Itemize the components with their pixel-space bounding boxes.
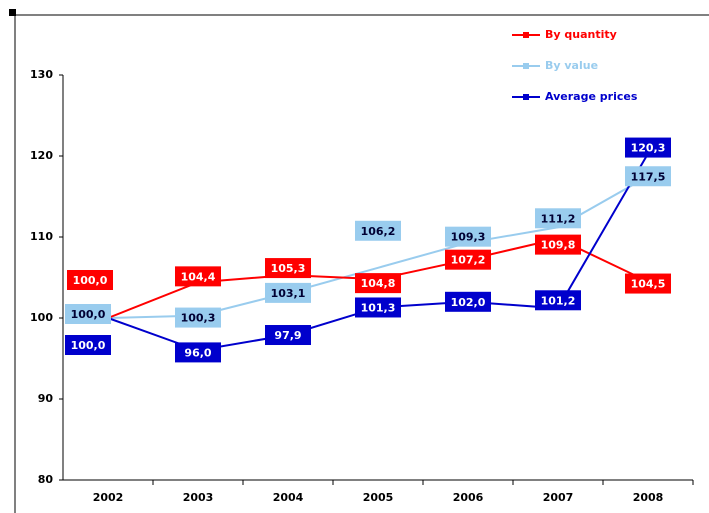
x-tick-label: 2006	[453, 491, 484, 504]
data-label: 104,4	[181, 270, 216, 283]
y-tick-label: 110	[30, 230, 53, 243]
data-label: 120,3	[631, 142, 666, 155]
data-label: 103,1	[271, 287, 306, 300]
data-label-box	[355, 273, 401, 294]
data-label: 109,3	[451, 231, 486, 244]
y-tick-label: 130	[30, 68, 53, 81]
data-label-box	[625, 273, 671, 294]
y-tick-label: 100	[30, 311, 53, 324]
x-tick-label: 2008	[633, 491, 664, 504]
data-label: 100,3	[181, 312, 216, 325]
legend-marker	[523, 94, 529, 100]
data-label-box	[625, 166, 671, 187]
data-label-box	[175, 266, 221, 287]
data-label-box	[355, 297, 401, 318]
data-label-box	[65, 335, 111, 355]
data-label-box	[355, 220, 401, 241]
data-label-box	[175, 342, 221, 363]
data-label: 101,2	[541, 294, 576, 307]
data-label: 111,2	[541, 212, 576, 225]
x-tick-label: 2002	[93, 491, 124, 504]
data-label-box	[265, 282, 311, 303]
x-tick-label: 2007	[543, 491, 574, 504]
data-label: 107,2	[451, 254, 486, 267]
y-tick-label: 80	[38, 473, 54, 486]
data-label: 104,5	[631, 278, 666, 291]
legend-label: Average prices	[545, 90, 638, 103]
data-label-box	[535, 290, 581, 311]
data-label: 117,5	[631, 170, 666, 183]
x-tick-label: 2005	[363, 491, 394, 504]
data-label: 102,0	[451, 296, 486, 309]
data-label-box	[265, 325, 311, 346]
legend-label: By quantity	[545, 28, 617, 41]
data-label: 97,9	[274, 329, 301, 342]
y-tick-label: 120	[30, 149, 53, 162]
frame-corner	[9, 9, 16, 16]
data-label: 100,0	[71, 339, 106, 352]
legend-marker	[523, 63, 529, 69]
data-label: 101,3	[361, 301, 396, 314]
data-label-box	[445, 291, 491, 312]
data-label-box	[65, 304, 111, 324]
data-label-box	[445, 226, 491, 247]
x-tick-label: 2004	[273, 491, 304, 504]
legend-label: By value	[545, 59, 598, 72]
data-label-box	[625, 137, 671, 158]
data-label: 104,8	[361, 277, 396, 290]
data-label: 105,3	[271, 262, 306, 275]
data-label-box	[535, 208, 581, 229]
legend-marker	[523, 32, 529, 38]
data-label-box	[445, 249, 491, 270]
data-label-box	[265, 258, 311, 279]
y-tick-label: 90	[38, 392, 54, 405]
data-label-box	[175, 307, 221, 328]
data-label: 106,2	[361, 225, 396, 238]
data-label-box	[67, 270, 113, 290]
data-label: 100,0	[73, 274, 108, 287]
data-label: 109,8	[541, 239, 576, 252]
data-label: 100,0	[71, 308, 106, 321]
data-label: 96,0	[184, 346, 211, 359]
data-label-box	[535, 234, 581, 255]
x-tick-label: 2003	[183, 491, 214, 504]
